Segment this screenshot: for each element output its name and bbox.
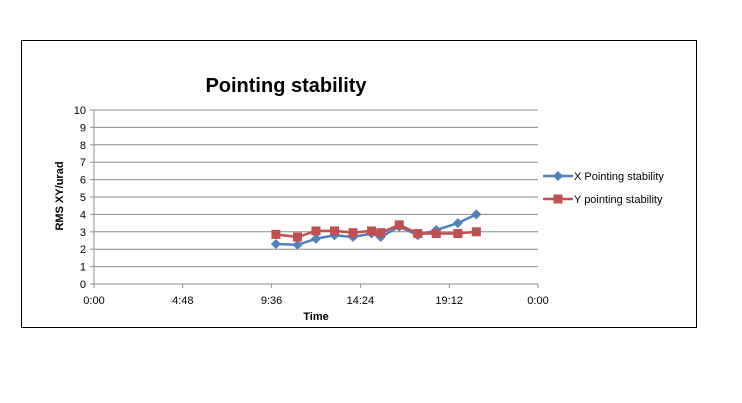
data-point [452, 218, 463, 229]
y-tick-label: 9 [80, 122, 86, 134]
data-point [431, 229, 441, 239]
data-point [271, 229, 281, 239]
x-tick-label: 19:12 [435, 295, 463, 307]
legend-item: X Pointing stability [543, 171, 664, 183]
series-1 [270, 209, 482, 250]
data-point [471, 227, 481, 237]
axes [90, 109, 539, 288]
series-2 [271, 220, 481, 242]
x-tick-label: 0:00 [83, 295, 104, 307]
line-chart: Pointing stability RMS XY/urad Time 0 1 2 3… [54, 75, 664, 323]
data-point [292, 239, 303, 250]
data-point [311, 226, 321, 236]
data-point [270, 238, 281, 249]
y-tick-label: 8 [80, 140, 86, 152]
y-tick-label: 4 [80, 209, 86, 221]
legend-label: X Pointing stability [574, 171, 664, 183]
y-tick-label: 6 [80, 175, 86, 187]
x-tick-labels: 0:00 4:48 9:36 14:24 19:12 0:00 [83, 295, 548, 307]
chart-frame: Pointing stability RMS XY/urad Time 0 1 2 3… [21, 40, 697, 328]
data-point [367, 226, 376, 236]
y-tick-label: 1 [80, 262, 86, 274]
series [270, 209, 482, 250]
data-point [553, 171, 563, 181]
data-point [413, 229, 423, 239]
gridlines [94, 109, 538, 268]
x-tick-label: 4:48 [172, 295, 193, 307]
x-axis-title: Time [303, 311, 328, 323]
data-point [394, 220, 404, 230]
legend-item: Y pointing stability [543, 194, 663, 206]
data-point [311, 233, 321, 244]
y-tick-label: 3 [80, 227, 86, 239]
x-tick-label: 9:36 [261, 295, 282, 307]
legend-label: Y pointing stability [574, 194, 663, 206]
data-point [453, 229, 463, 239]
data-point [330, 226, 339, 236]
y-tick-label: 10 [74, 105, 86, 117]
x-tick-label: 0:00 [527, 295, 548, 307]
data-point [348, 228, 358, 238]
x-tick-label: 14:24 [347, 295, 375, 307]
y-tick-label: 5 [80, 192, 86, 204]
data-point [376, 228, 386, 238]
data-point [293, 232, 302, 242]
y-tick-label: 2 [80, 244, 86, 256]
y-tick-labels: 0 1 2 3 4 5 6 7 8 9 10 [74, 105, 86, 291]
series-line [275, 213, 477, 247]
y-axis-title: RMS XY/urad [54, 161, 66, 230]
y-tick-label: 0 [80, 279, 86, 291]
data-point [553, 194, 563, 204]
data-point [471, 209, 482, 220]
chart-title: Pointing stability [205, 75, 367, 97]
y-tick-label: 7 [80, 157, 86, 169]
legend: X Pointing stability Y pointing stability [543, 171, 664, 206]
